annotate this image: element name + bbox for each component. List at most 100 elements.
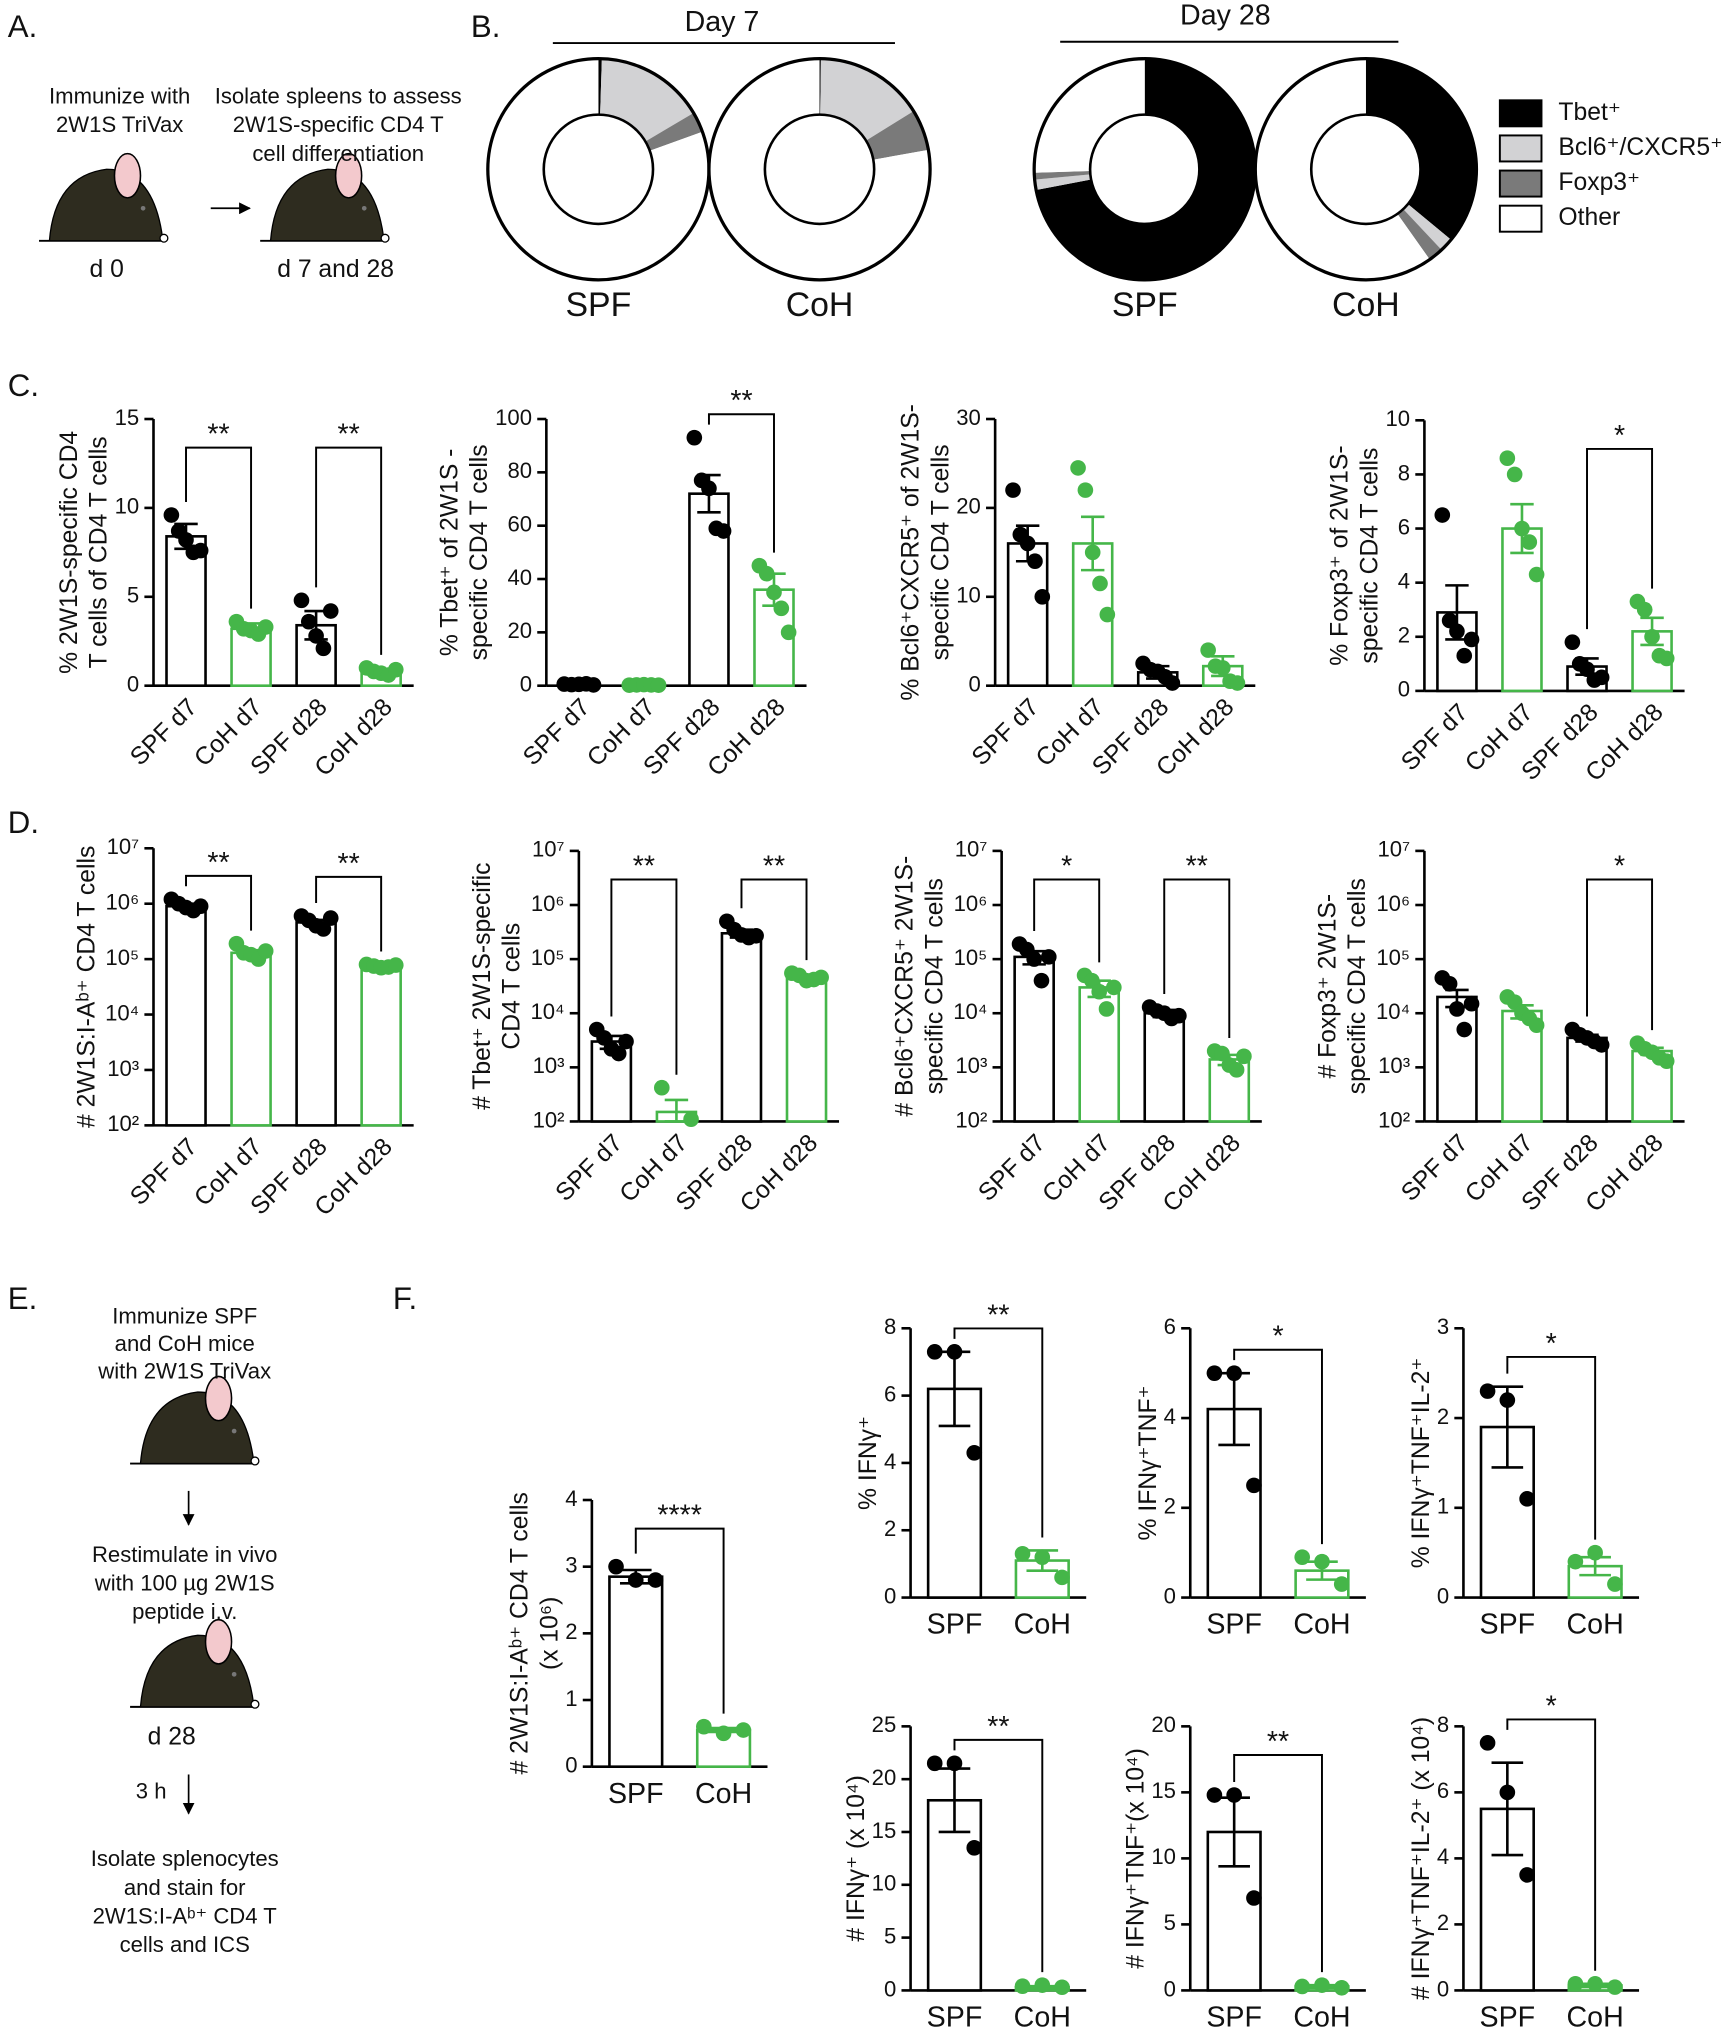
data-point — [1226, 1787, 1242, 1803]
significance-label: ** — [987, 1711, 1009, 1743]
y-tick-label: 40 — [507, 565, 532, 590]
data-point — [1434, 507, 1451, 523]
data-point — [1228, 1062, 1245, 1078]
y-axis-label: specific CD4 T cells — [1357, 448, 1384, 664]
diagram-text: 2W1S:I-Aᵇ⁺ CD4 T — [93, 1903, 277, 1928]
data-point — [773, 600, 790, 617]
y-tick-label: 20 — [507, 618, 532, 643]
y-tick-label: 0 — [969, 672, 981, 697]
donut-segment — [866, 111, 929, 160]
data-point — [647, 1572, 664, 1588]
y-tick-label: 10 — [1386, 406, 1411, 431]
y-tick-label: 100 — [495, 405, 532, 430]
data-point — [1246, 1477, 1262, 1494]
x-tick-label: CoH — [1014, 1609, 1071, 1641]
data-point — [1314, 1977, 1330, 1993]
y-tick-label: 4 — [1437, 1844, 1449, 1869]
data-point — [1164, 675, 1181, 691]
legend-label: Foxp3⁺ — [1558, 169, 1640, 196]
data-point — [1463, 995, 1480, 1012]
donut-segment — [1403, 204, 1452, 250]
diagram-text: cell differentiation — [252, 141, 424, 166]
x-tick-label: SPF d7 — [973, 1129, 1050, 1206]
y-tick-label: 10⁶ — [105, 890, 139, 915]
data-point — [1567, 1553, 1584, 1570]
data-point — [1456, 647, 1473, 664]
x-tick-label: SPF — [1206, 2002, 1262, 2034]
y-tick-label: 60 — [507, 512, 532, 537]
significance-label: ** — [987, 1299, 1009, 1331]
bar — [785, 976, 828, 1123]
data-point — [300, 613, 317, 630]
y-tick-label: 6 — [1164, 1314, 1176, 1339]
data-point — [1084, 544, 1101, 561]
data-point — [192, 898, 209, 915]
diagram-text: d 7 and 28 — [277, 256, 394, 283]
data-point — [735, 1722, 752, 1738]
y-tick-label: 0 — [884, 1583, 896, 1608]
significance-bracket — [953, 1738, 1044, 1973]
significance-label: ** — [763, 850, 785, 882]
data-point — [1236, 1048, 1252, 1065]
data-point — [1106, 979, 1122, 996]
y-tick-label: 10⁵ — [105, 945, 139, 970]
data-point — [257, 943, 274, 959]
data-point — [293, 592, 310, 609]
x-tick-label: CoH — [1014, 2002, 1071, 2034]
data-point — [1226, 1365, 1242, 1381]
significance-bracket — [610, 878, 678, 1075]
significance-bracket — [953, 1327, 1044, 1538]
donut-segment — [819, 58, 821, 115]
y-tick-label: 10² — [1378, 1107, 1410, 1132]
mouse-icon — [129, 1618, 260, 1710]
significance-label: * — [1614, 420, 1625, 452]
data-point — [1214, 1045, 1230, 1062]
y-tick-label: 15 — [1151, 1778, 1176, 1803]
diagram-text: 2W1S-specific CD4 T — [233, 112, 444, 137]
significance-bracket — [185, 874, 253, 931]
y-axis-label: # 2W1S:I-Aᵇ⁺ CD4 T cells — [507, 1492, 534, 1774]
y-tick-label: 2 — [1164, 1494, 1176, 1519]
bar — [1436, 995, 1478, 1123]
diagram-text: and CoH mice — [115, 1331, 255, 1356]
data-point — [163, 507, 180, 523]
data-point — [1528, 1017, 1545, 1034]
panel-label: D. — [8, 805, 39, 840]
y-tick-label: 8 — [884, 1314, 896, 1339]
y-tick-label: 10⁴ — [530, 999, 564, 1024]
significance-bracket — [185, 446, 253, 609]
y-tick-label: 10⁷ — [1378, 837, 1411, 862]
x-tick-label: SPF — [1480, 1609, 1536, 1641]
y-tick-label: 10 — [115, 494, 140, 519]
data-point — [696, 1718, 712, 1735]
significance-bracket — [1163, 878, 1231, 1039]
data-point — [192, 542, 209, 559]
diagram-text: Isolate spleens to assess — [215, 84, 462, 109]
data-point — [1528, 566, 1545, 583]
data-point — [1593, 1037, 1610, 1053]
y-tick-label: 1 — [1437, 1494, 1449, 1519]
donut-segment — [1365, 58, 1477, 240]
data-point — [1077, 482, 1094, 498]
donut-segment — [1036, 58, 1256, 280]
y-axis-label: # Bcl6⁺CXCR5⁺ 2W1S- — [892, 856, 919, 1117]
y-tick-label: 6 — [1437, 1778, 1449, 1803]
y-tick-label: 10⁶ — [954, 891, 988, 916]
y-tick-label: 10⁷ — [532, 837, 565, 862]
data-point — [1514, 520, 1530, 537]
panel-label: C. — [8, 368, 39, 403]
donut-segment — [1255, 58, 1430, 280]
donut-outline — [763, 113, 876, 226]
diagram-text: cells and ICS — [120, 1932, 250, 1957]
donut-segment — [1034, 174, 1092, 190]
donut-segment — [487, 58, 709, 280]
y-tick-label: 4 — [884, 1449, 896, 1474]
data-point — [1607, 1576, 1623, 1592]
bar — [1143, 1011, 1186, 1123]
y-tick-label: 0 — [127, 672, 139, 697]
y-axis-label: T cells of CD4 T cells — [86, 436, 113, 668]
x-tick-label: SPF — [927, 1609, 983, 1641]
bar — [1501, 527, 1543, 693]
data-point — [715, 523, 732, 539]
